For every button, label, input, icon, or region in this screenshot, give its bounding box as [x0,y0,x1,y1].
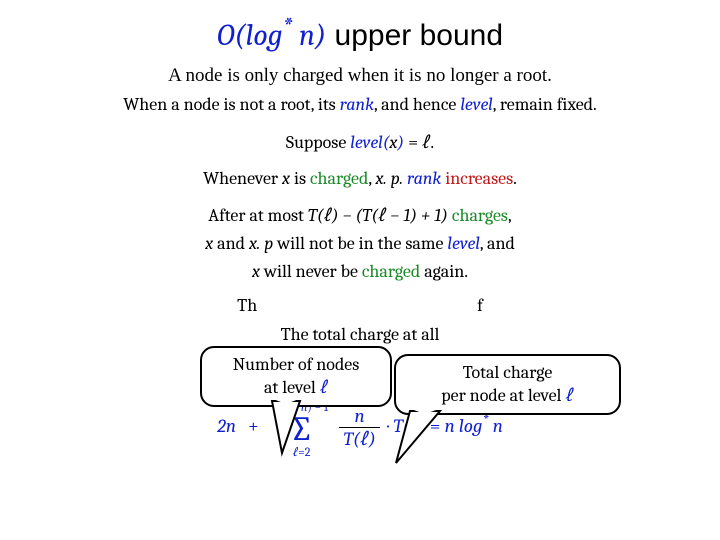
line-2: When a node is not a root, its rank, and… [30,93,690,117]
l5c: , [508,205,512,226]
l4a: Whenever [203,168,282,189]
l4-x: x [282,168,290,189]
l6-xp: x. p [249,233,273,254]
l7-charged: charged [362,261,420,282]
cl-l2a: at level [264,377,320,398]
h2: The total charge at all [281,324,440,345]
callout-total-charge: Total charge per node at level ℓ [394,354,621,415]
title-text: upper bound [326,19,503,52]
l7-x: x [252,261,260,282]
l5-expr: T(ℓ) − (T(ℓ − 1) + 1) [308,205,448,226]
cl-l2b: ℓ [320,377,328,398]
formula-2n: 2n [217,415,236,437]
l6-x: x [205,233,213,254]
l1-text: A node is only charged when it is no lon… [168,65,552,86]
cr-l2a: per node at level [441,385,565,406]
line-8-partial: Th f [30,294,690,318]
l3b: . [430,132,434,153]
line-9-partial: The total charge at all [30,323,690,347]
h1b: f [477,295,483,316]
l6b: and [213,233,249,254]
l7c: again. [420,261,468,282]
l7b: will never be [260,261,362,282]
l4-increases: increases [445,168,513,189]
l2-level: level [460,94,492,115]
callout-left-tail [262,398,312,458]
frac-num: n [339,405,380,427]
page-title: O(log* n) upper bound [30,12,690,53]
line-5: After at most T(ℓ) − (T(ℓ − 1) + 1) char… [30,204,690,228]
callout-right-tail [392,408,452,468]
l6d: will not be in the same [273,233,447,254]
callout-left-l2: at level ℓ [216,377,376,400]
l4e: . [513,168,517,189]
title-math: O(log* n) [217,18,326,53]
formula-plus: + [248,415,259,437]
l5a: After at most [208,205,308,226]
cr-l2b: ℓ [565,385,573,406]
l2c: , remain fixed. [493,94,597,115]
l4-charged: charged [310,168,368,189]
l4-xprank: x. p. rank [375,168,441,189]
l2a: When a node is not a root, its [123,94,339,115]
formula-rhs: n log* n [445,415,503,437]
line-6: x and x. p will not be in the same level… [30,232,690,256]
l6-level: level [447,233,479,254]
frac-den: T(ℓ) [339,428,380,450]
h1a: Th [237,295,257,316]
l2-rank: rank [340,94,374,115]
line-1: A node is only charged when it is no lon… [30,63,690,89]
l6e: , and [480,233,515,254]
callout-left-l1: Number of nodes [216,354,376,377]
line-7: x will never be charged again. [30,260,690,284]
callout-right-l2: per node at level ℓ [410,385,605,408]
l3a: Suppose [286,132,350,153]
formula-frac: n T(ℓ) [339,405,380,450]
l4b: is [290,168,310,189]
l2b: , and hence [374,94,460,115]
line-4: Whenever x is charged, x. p. rank increa… [30,167,690,191]
l3-expr: level(x) = ℓ [350,132,430,153]
line-3: Suppose level(x) = ℓ. [30,131,690,155]
callout-right-l1: Total charge [410,362,605,385]
l5-charges: charges [452,205,508,226]
